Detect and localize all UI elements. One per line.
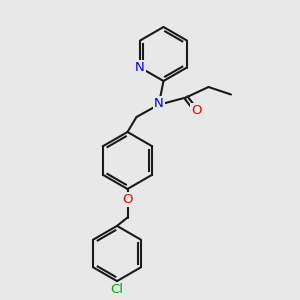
Text: N: N: [154, 97, 164, 110]
Text: O: O: [191, 104, 202, 118]
Text: O: O: [122, 193, 133, 206]
Text: Cl: Cl: [110, 283, 124, 296]
Text: N: N: [135, 61, 145, 74]
